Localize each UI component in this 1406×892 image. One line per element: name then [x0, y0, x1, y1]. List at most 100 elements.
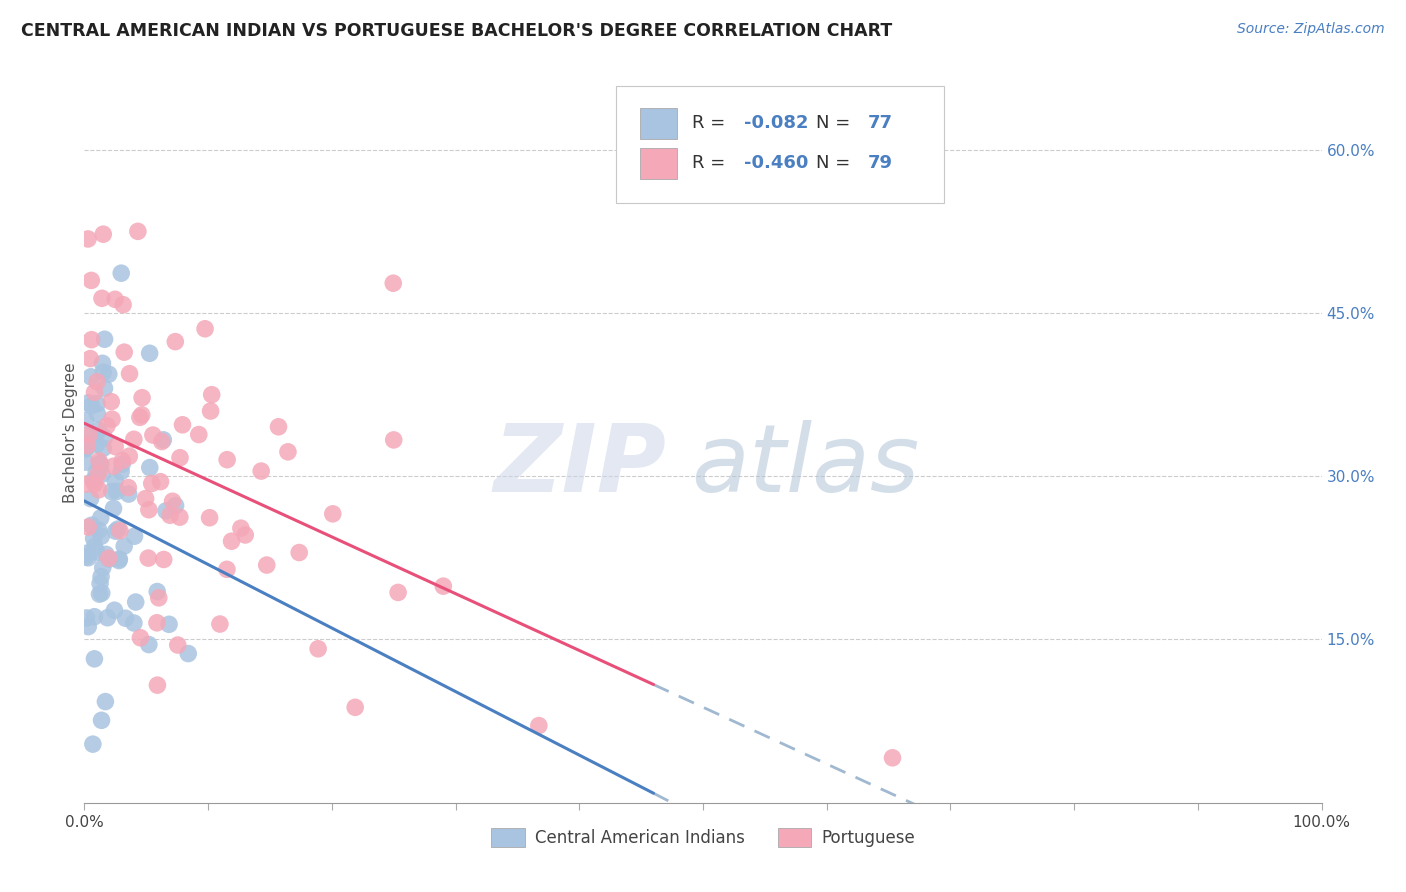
Point	[146, 615, 169, 630]
Point	[87, 524, 110, 538]
Point	[91, 560, 114, 574]
Text: CENTRAL AMERICAN INDIAN VS PORTUGUESE BACHELOR'S DEGREE CORRELATION CHART: CENTRAL AMERICAN INDIAN VS PORTUGUESE BA…	[21, 22, 893, 40]
Text: -0.460: -0.460	[744, 154, 808, 172]
Point	[87, 483, 110, 497]
Point	[79, 351, 101, 366]
Point	[108, 553, 131, 567]
Point	[111, 453, 134, 467]
Point	[108, 524, 131, 538]
Point	[108, 552, 131, 566]
Point	[82, 474, 104, 488]
Point	[76, 611, 98, 625]
Point	[104, 293, 127, 307]
Point	[89, 457, 111, 471]
Point	[80, 399, 103, 413]
Point	[90, 511, 112, 525]
Point	[98, 552, 121, 566]
Point	[110, 266, 132, 280]
Point	[86, 375, 108, 389]
Point	[149, 475, 172, 489]
Text: R =: R =	[692, 114, 731, 132]
Point	[157, 617, 180, 632]
Point	[91, 467, 114, 482]
Point	[138, 502, 160, 516]
Point	[76, 546, 98, 560]
Point	[215, 562, 238, 576]
Point	[112, 539, 135, 553]
Point	[103, 501, 125, 516]
Point	[136, 551, 159, 566]
Point	[77, 232, 100, 246]
Point	[229, 521, 252, 535]
Point	[103, 459, 125, 474]
Point	[75, 477, 97, 491]
Point	[77, 619, 100, 633]
Point	[91, 365, 114, 379]
Point	[165, 499, 187, 513]
Point	[84, 465, 107, 479]
Point	[86, 437, 108, 451]
Text: -0.082: -0.082	[744, 114, 808, 132]
Point	[87, 467, 110, 481]
Point	[277, 445, 299, 459]
Point	[96, 418, 118, 433]
Point	[122, 432, 145, 446]
Point	[124, 529, 146, 543]
Point	[89, 587, 111, 601]
Point	[90, 569, 112, 583]
Point	[118, 449, 141, 463]
Text: ZIP: ZIP	[494, 420, 666, 512]
Point	[250, 464, 273, 478]
Point	[91, 291, 114, 305]
Point	[80, 518, 103, 533]
Point	[112, 298, 135, 312]
Point	[105, 484, 128, 499]
Point	[97, 367, 120, 381]
Point	[104, 524, 127, 539]
Point	[101, 412, 124, 426]
Point	[80, 273, 103, 287]
Point	[86, 545, 108, 559]
Point	[288, 545, 311, 559]
Point	[307, 641, 329, 656]
Text: Source: ZipAtlas.com: Source: ZipAtlas.com	[1237, 22, 1385, 37]
Point	[75, 413, 97, 427]
Point	[882, 751, 904, 765]
Point	[83, 532, 105, 546]
Point	[93, 332, 115, 346]
Point	[83, 609, 105, 624]
Point	[77, 550, 100, 565]
Text: 79: 79	[868, 154, 893, 172]
Point	[86, 397, 108, 411]
Point	[172, 417, 194, 432]
Point	[112, 345, 135, 359]
Point	[127, 224, 149, 238]
Point	[87, 423, 110, 437]
Point	[90, 529, 112, 543]
Point	[122, 615, 145, 630]
Point	[75, 455, 97, 469]
Point	[80, 333, 103, 347]
Point	[75, 442, 97, 456]
Point	[169, 510, 191, 524]
Point	[166, 638, 188, 652]
Point	[198, 510, 221, 524]
Point	[83, 652, 105, 666]
Point	[131, 408, 153, 422]
Point	[91, 227, 114, 242]
Point	[146, 678, 169, 692]
Point	[94, 695, 117, 709]
Point	[89, 576, 111, 591]
Point	[114, 611, 136, 625]
Point	[201, 387, 224, 401]
Point	[118, 367, 141, 381]
Point	[152, 433, 174, 447]
Point	[83, 476, 105, 491]
Point	[150, 434, 173, 449]
Text: N =: N =	[815, 114, 856, 132]
Point	[138, 638, 160, 652]
Point	[142, 428, 165, 442]
Point	[82, 737, 104, 751]
Point	[91, 356, 114, 370]
Point	[152, 552, 174, 566]
